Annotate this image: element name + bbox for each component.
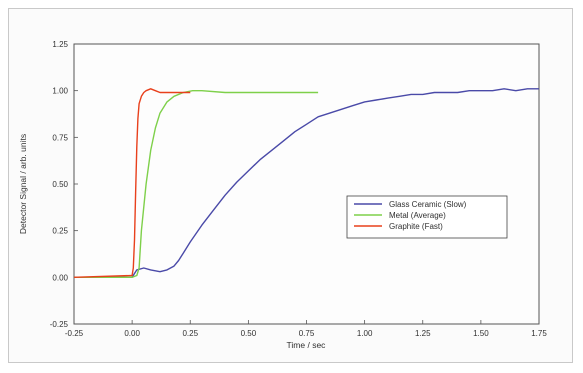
legend-label-0: Glass Ceramic (Slow)	[389, 200, 467, 209]
x-tick-label: 1.00	[357, 329, 373, 338]
x-axis-label: Time / sec	[287, 340, 327, 350]
x-tick-label: 0.50	[241, 329, 257, 338]
chart-frame: -0.25 0.00 0.25 0.50 0.75 1.00 1.25 1.50 1.75 1.…	[8, 8, 573, 363]
y-tick-label: 1.00	[52, 87, 68, 96]
series-line-2	[73, 88, 191, 278]
legend-box	[346, 195, 508, 239]
y-tick-label: -0.25	[50, 320, 69, 329]
series-layer	[73, 88, 539, 278]
series-line-1	[74, 89, 319, 278]
y-tick-label: 0.00	[52, 273, 68, 282]
legend: Glass Ceramic (Slow) Metal (Average) Graph…	[346, 195, 508, 239]
x-axis-ticks: -0.25 0.00 0.25 0.50 0.75 1.00 1.25 1.50 1.75	[65, 320, 547, 338]
y-tick-label: 0.75	[52, 133, 68, 142]
legend-items: Glass Ceramic (Slow) Metal (Average) Graph…	[354, 200, 467, 231]
x-tick-label: 1.25	[415, 329, 431, 338]
y-tick-label: 0.50	[52, 180, 68, 189]
line-chart: -0.25 0.00 0.25 0.50 0.75 1.00 1.25 1.50 1.75 1.…	[18, 40, 547, 350]
y-tick-label: 1.25	[52, 40, 68, 49]
x-tick-label: -0.25	[65, 329, 84, 338]
x-tick-label: 0.00	[124, 329, 140, 338]
x-tick-label: 1.75	[531, 329, 547, 338]
legend-label-2: Graphite (Fast)	[389, 222, 443, 231]
x-tick-label: 0.75	[299, 329, 315, 338]
y-axis-label: Detector Signal / arb. units	[18, 134, 28, 234]
x-tick-label: 1.50	[473, 329, 489, 338]
plot-area	[73, 43, 540, 325]
x-tick-label: 0.25	[182, 329, 198, 338]
legend-label-1: Metal (Average)	[389, 211, 446, 220]
series-line-0	[74, 88, 539, 278]
y-tick-label: 0.25	[52, 227, 68, 236]
y-axis-ticks: 1.25 1.00 0.75 0.50 0.25 0.00 -0.25	[50, 40, 78, 329]
